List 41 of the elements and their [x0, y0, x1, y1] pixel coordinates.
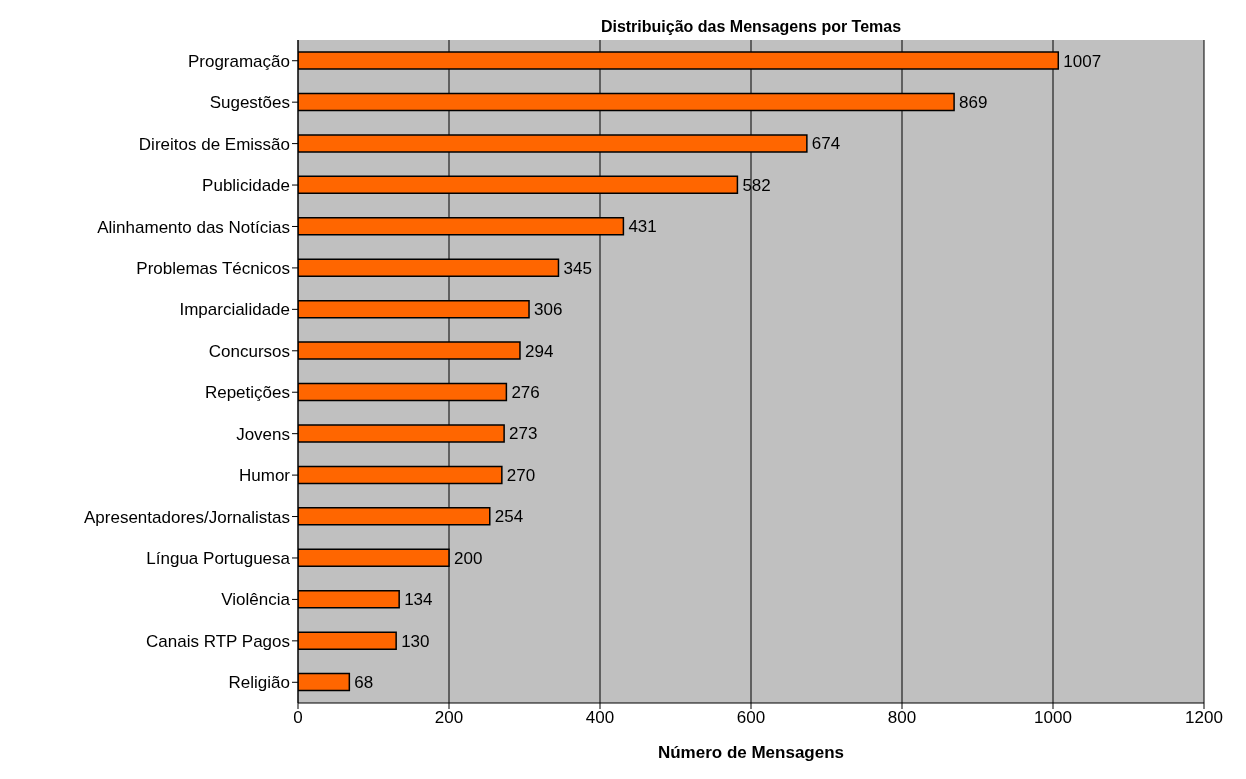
data-label: 294: [524, 341, 554, 361]
data-label: 674: [811, 134, 841, 154]
data-label: 200: [454, 548, 483, 568]
y-tick-label: Direitos de Emissão: [138, 134, 290, 154]
y-tick-label: Programação: [187, 51, 290, 71]
x-axis-title: Número de Mensagens: [657, 743, 845, 762]
data-label: 276: [511, 383, 540, 403]
y-tick-label: Sugestões: [209, 93, 290, 113]
y-tick-label: Violência: [221, 590, 291, 610]
x-tick-label: 0: [293, 708, 303, 728]
y-tick-label: Jovens: [236, 424, 290, 444]
y-tick-label: Canais RTP Pagos: [146, 631, 290, 651]
x-tick-label: 200: [434, 708, 464, 728]
data-label: 345: [563, 258, 592, 278]
x-tick-label: 400: [585, 708, 615, 728]
data-label: 273: [509, 424, 538, 444]
y-tick-label: Humor: [238, 466, 291, 486]
y-tick-label: Apresentadores/Jornalistas: [83, 507, 290, 527]
data-label: 68: [354, 673, 374, 693]
y-tick-label: Problemas Técnicos: [136, 258, 290, 278]
y-tick-label: Religião: [228, 673, 290, 693]
data-label: 431: [628, 217, 657, 237]
chart-title: Distribuição das Mensagens por Temas: [599, 18, 903, 36]
data-label: 270: [506, 465, 536, 485]
y-tick-label: Alinhamento das Notícias: [97, 217, 290, 237]
data-label: 582: [742, 175, 771, 195]
data-label: 130: [401, 631, 430, 651]
data-label: 254: [494, 507, 524, 527]
x-tick-label: 600: [736, 708, 766, 728]
y-tick-label: Língua Portuguesa: [146, 549, 291, 568]
x-tick-label: 1000: [1034, 708, 1072, 728]
x-tick-label: 800: [887, 708, 917, 728]
data-label: 306: [534, 300, 563, 320]
y-tick-label: Imparcialidade: [179, 300, 290, 320]
y-tick-label: Concursos: [208, 341, 290, 361]
data-label: 869: [959, 92, 988, 112]
y-tick-label: Publicidade: [202, 176, 290, 196]
data-label: 134: [404, 590, 433, 610]
y-tick-label: Repetições: [204, 383, 290, 403]
x-tick-label: 1200: [1185, 708, 1223, 728]
data-label: 1007: [1063, 51, 1102, 71]
